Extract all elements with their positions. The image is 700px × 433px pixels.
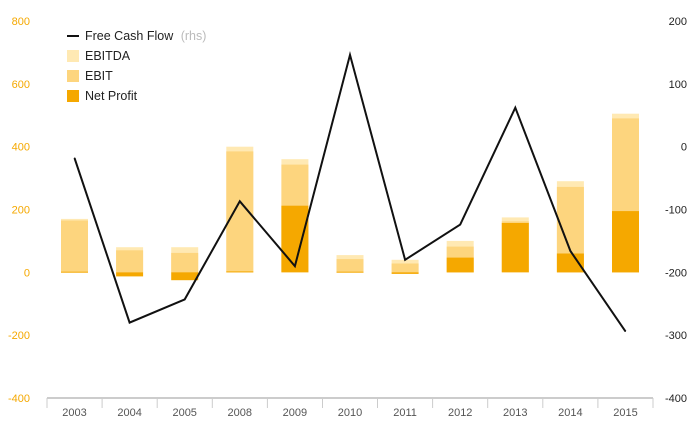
point-free-cash-flow-2003 [74,157,75,159]
y-right-tick-label: 200 [669,16,687,28]
bar-ebit-2010 [336,259,364,273]
y-right-tick-label: -300 [665,330,687,342]
x-tick-label-2008: 2008 [228,407,252,419]
legend-label-ebit: EBIT [85,69,113,83]
point-free-cash-flow-2010 [349,54,351,56]
x-tick-label-2003: 2003 [62,407,86,419]
axis-layer: 2003 2004 2005 2008 2009 2010 2011 2012 2013 2014… [8,16,687,419]
bar-ebit-2011 [391,263,419,273]
point-free-cash-flow-2015 [625,330,626,332]
y-right-tick-label: -400 [665,393,687,405]
bar-net-profit-2013 [501,223,529,273]
point-free-cash-flow-2012 [459,224,461,226]
bar-net-profit-2015 [612,211,639,273]
y-left-tick-label: 0 [24,267,30,279]
bar-net-profit-2003 [61,271,88,273]
point-free-cash-flow-2009 [294,265,296,267]
point-free-cash-flow-2014 [569,250,571,252]
bar-net-profit-2010 [336,271,364,273]
x-tick-label-2015: 2015 [613,407,637,419]
x-tick-label-2014: 2014 [558,407,582,419]
legend-item-ebit: EBIT [67,69,113,83]
x-tick-label-2009: 2009 [283,407,307,419]
x-tick-label-2011: 2011 [393,407,417,419]
y-right-tick-label: 0 [681,142,687,154]
y-left-tick-label: 800 [12,16,30,28]
legend-label-ebitda: EBITDA [85,49,131,63]
bar-net-profit-2005 [171,272,199,281]
bar-net-profit-2011 [391,272,419,274]
x-tick-label-2005: 2005 [172,407,196,419]
point-free-cash-flow-2005 [184,298,186,300]
legend-swatch-net-profit [67,90,79,102]
point-free-cash-flow-2011 [404,259,406,261]
y-left-tick-label: 400 [12,142,30,154]
y-left-tick-label: -200 [8,330,30,342]
line-layer [73,50,627,332]
legend-item-free-cash-flow: Free Cash Flow (rhs) [67,29,206,43]
point-free-cash-flow-2008 [239,200,241,202]
y-right-tick-label: -200 [665,267,687,279]
legend: Free Cash Flow (rhs) EBITDA EBIT Net Pro… [67,29,206,103]
y-right-tick-label: -100 [665,205,687,217]
legend-item-net-profit: Net Profit [67,89,138,103]
y-left-tick-label: -400 [8,393,30,405]
point-free-cash-flow-2013 [514,107,516,109]
x-tick-label-2004: 2004 [117,407,141,419]
y-left-tick-label: 200 [12,205,30,217]
legend-swatch-ebitda [67,50,79,62]
x-tick-label-2012: 2012 [448,407,472,419]
legend-item-ebitda: EBITDA [67,49,131,63]
y-right-tick-label: 100 [669,79,687,91]
legend-swatch-ebit [67,70,79,82]
bar-net-profit-2004 [116,272,144,277]
bar-net-profit-2008 [226,271,254,273]
legend-label-free-cash-flow: Free Cash Flow (rhs) [85,29,206,43]
bar-ebit-2003 [61,220,88,273]
line-free-cash-flow [73,50,627,332]
bar-net-profit-2014 [556,253,584,273]
x-tick-label-2010: 2010 [338,407,362,419]
bar-net-profit-2012 [446,257,474,273]
bars-layer [61,113,639,281]
bar-ebit-2005 [171,252,199,273]
legend-label-net-profit: Net Profit [85,89,138,103]
bar-ebit-2004 [116,250,144,273]
x-tick-label-2013: 2013 [503,407,527,419]
bar-net-profit-2009 [281,205,309,273]
y-left-tick-label: 600 [12,79,30,91]
point-free-cash-flow-2004 [129,322,131,324]
